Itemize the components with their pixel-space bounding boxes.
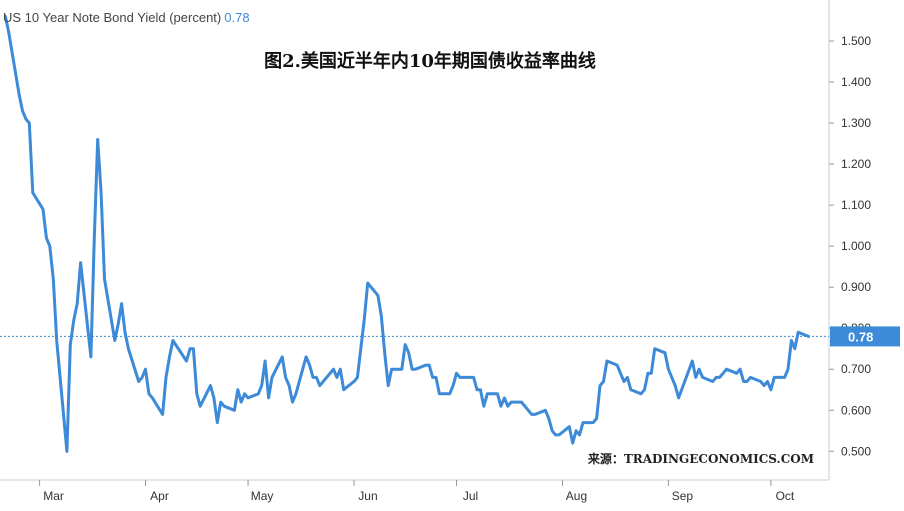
current-value-marker: 0.78 (0, 326, 900, 347)
y-tick-label: 0.600 (841, 403, 871, 417)
y-axis-ticks: 1.5001.4001.3001.2001.1001.0000.9000.800… (829, 34, 871, 458)
x-tick-label: Jul (463, 489, 478, 503)
y-tick-label: 0.900 (841, 280, 871, 294)
y-tick-label: 1.200 (841, 157, 871, 171)
x-tick-label: Mar (43, 489, 64, 503)
chart-title: 图2.美国近半年内10年期国债收益率曲线 (264, 51, 596, 72)
x-tick-label: Jun (358, 489, 377, 503)
y-tick-label: 1.500 (841, 34, 871, 48)
y-tick-label: 1.400 (841, 75, 871, 89)
x-tick-label: Apr (150, 489, 169, 503)
y-tick-label: 1.000 (841, 239, 871, 253)
legend: US 10 Year Note Bond Yield (percent) 0.78 (3, 10, 250, 25)
y-tick-label: 1.300 (841, 116, 871, 130)
x-tick-label: Oct (776, 489, 795, 503)
source-credit: 来源：TRADINGECONOMICS.COM (587, 452, 814, 466)
x-tick-label: Aug (566, 489, 587, 503)
current-value-label: 0.78 (848, 329, 873, 344)
x-axis-ticks: Mar Apr May Jun Jul Aug Sep Oct (39, 480, 795, 503)
y-tick-label: 0.500 (841, 444, 871, 458)
y-tick-label: 1.100 (841, 198, 871, 212)
chart-axes (0, 0, 830, 481)
x-tick-label: Sep (672, 489, 694, 503)
y-tick-label: 0.700 (841, 362, 871, 376)
legend-value: 0.78 (224, 10, 250, 25)
x-tick-label: May (251, 489, 274, 503)
series-line (3, 14, 810, 453)
current-value-badge (830, 326, 900, 347)
legend-label: US 10 Year Note Bond Yield (percent) (3, 10, 222, 25)
